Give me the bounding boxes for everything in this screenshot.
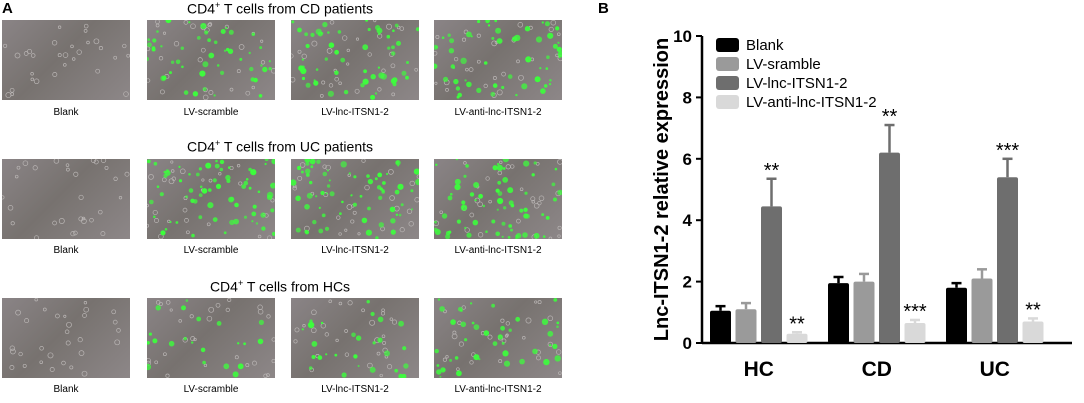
legend-swatch: [716, 57, 739, 71]
micrograph-image: [434, 20, 562, 100]
panel-b-letter: B: [598, 0, 609, 17]
bar-HC-1: [735, 309, 757, 343]
legend-swatch: [716, 38, 739, 52]
group-title: CD4+ T cells from CD patients: [186, 0, 374, 17]
bar-CD-2: [879, 152, 900, 343]
micrograph-caption: Blank: [53, 107, 79, 118]
y-tick-label: 6: [683, 150, 692, 169]
micrograph-image: [291, 298, 419, 378]
x-category-label: HC: [744, 358, 774, 381]
bar-UC-1: [971, 278, 993, 343]
bar-CD-0: [828, 283, 849, 343]
bar-UC-2: [997, 177, 1018, 343]
micrograph-image: [147, 20, 275, 100]
y-tick-label: 2: [683, 273, 692, 292]
y-tick-label: 0: [683, 334, 692, 353]
legend-swatch: [716, 95, 739, 109]
micrograph-caption: LV-anti-lnc-ITSN1-2: [454, 107, 542, 118]
micrograph-caption: LV-scramble: [183, 384, 239, 395]
y-axis-label: Lnc-ITSN1-2 relative expression: [651, 38, 673, 341]
significance-label: **: [789, 313, 805, 335]
group-title: CD4+ T cells from HCs: [209, 278, 351, 295]
bar-UC-3: [1022, 321, 1044, 343]
significance-label: **: [764, 160, 780, 182]
x-category-label: CD: [862, 358, 892, 381]
significance-label: ***: [903, 301, 927, 323]
legend-swatch: [716, 76, 739, 90]
bar-CD-1: [853, 281, 875, 343]
bar-HC-2: [761, 206, 782, 343]
micrograph-caption: LV-scramble: [183, 107, 239, 118]
micrograph-caption: LV-lnc-ITSN1-2: [321, 384, 389, 395]
bar-CD-3: [904, 323, 926, 343]
micrograph-image: [2, 159, 130, 239]
micrograph-image: [147, 159, 275, 239]
y-tick-label: 8: [683, 88, 692, 107]
micrograph-caption: LV-anti-lnc-ITSN1-2: [454, 245, 542, 256]
y-tick-label: 10: [673, 27, 692, 46]
legend-label: Blank: [746, 37, 784, 54]
micrograph-caption: Blank: [53, 384, 79, 395]
micrograph-image: [434, 159, 562, 239]
legend-label: LV-anti-lnc-ITSN1-2: [746, 94, 877, 111]
micrograph-caption: Blank: [53, 245, 79, 256]
micrograph-image: [291, 20, 419, 100]
group-title: CD4+ T cells from UC patients: [186, 138, 374, 155]
panel-a-letter: A: [2, 0, 13, 17]
micrograph-caption: LV-scramble: [183, 245, 239, 256]
significance-label: **: [1025, 299, 1041, 321]
micrograph-image: [291, 159, 419, 239]
micrograph-caption: LV-anti-lnc-ITSN1-2: [454, 384, 542, 395]
legend-label: LV-sramble: [746, 56, 821, 73]
bar-UC-0: [946, 287, 967, 343]
micrograph-image: [2, 298, 130, 378]
y-tick-label: 4: [683, 211, 693, 230]
significance-label: ***: [996, 140, 1020, 162]
legend-label: LV-lnc-ITSN1-2: [746, 75, 847, 92]
micrograph-caption: LV-lnc-ITSN1-2: [321, 107, 389, 118]
micrograph-caption: LV-lnc-ITSN1-2: [321, 245, 389, 256]
micrograph-image: [2, 20, 130, 100]
micrograph-image: [147, 298, 275, 378]
bar-HC-0: [710, 310, 731, 343]
significance-label: **: [882, 106, 898, 128]
x-category-label: UC: [980, 358, 1010, 381]
bar-HC-3: [786, 333, 808, 343]
micrograph-image: [434, 298, 562, 378]
